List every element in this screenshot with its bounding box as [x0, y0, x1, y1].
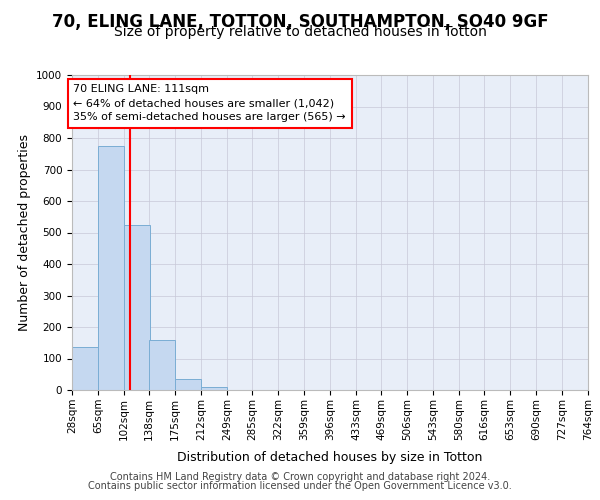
Bar [149, 340, 175, 390]
Text: Size of property relative to detached houses in Totton: Size of property relative to detached ho… [113, 25, 487, 39]
Bar [72, 348, 98, 390]
Text: Contains public sector information licensed under the Open Government Licence v3: Contains public sector information licen… [88, 481, 512, 491]
Y-axis label: Number of detached properties: Number of detached properties [17, 134, 31, 331]
Bar [124, 224, 150, 390]
Text: Distribution of detached houses by size in Totton: Distribution of detached houses by size … [178, 451, 482, 464]
Bar [98, 146, 124, 390]
Text: Contains HM Land Registry data © Crown copyright and database right 2024.: Contains HM Land Registry data © Crown c… [110, 472, 490, 482]
Bar [201, 387, 227, 390]
Text: 70 ELING LANE: 111sqm
← 64% of detached houses are smaller (1,042)
35% of semi-d: 70 ELING LANE: 111sqm ← 64% of detached … [73, 84, 346, 122]
Bar [175, 379, 201, 390]
Text: 70, ELING LANE, TOTTON, SOUTHAMPTON, SO40 9GF: 70, ELING LANE, TOTTON, SOUTHAMPTON, SO4… [52, 12, 548, 30]
